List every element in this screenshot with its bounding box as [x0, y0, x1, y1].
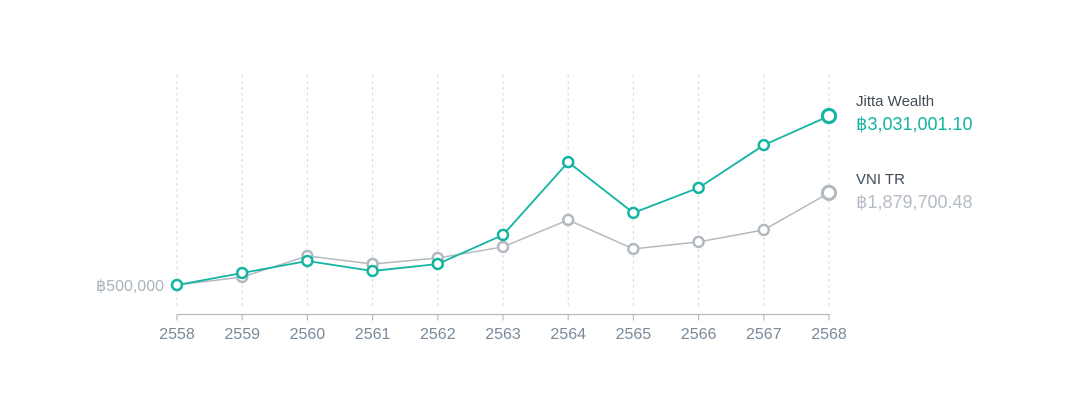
x-axis-tick-label: 2567 [746, 326, 782, 343]
data-point-jitta-wealth-2563[interactable] [496, 228, 510, 242]
legend-series-name: Jitta Wealth [856, 93, 935, 110]
x-axis-tick-label: 2560 [290, 326, 326, 343]
x-axis-tick-label: 2558 [159, 326, 195, 343]
data-point-jitta-wealth-2562[interactable] [431, 257, 445, 271]
data-point-jitta-wealth-2564[interactable] [561, 155, 575, 169]
data-point-jitta-wealth-2561[interactable] [366, 264, 379, 278]
data-point-vni-tr-2566[interactable] [692, 235, 705, 249]
data-point-jitta-wealth-2565[interactable] [627, 206, 640, 220]
data-point-jitta-wealth-2558[interactable] [170, 278, 184, 292]
data-point-jitta-wealth-2566[interactable] [692, 181, 705, 195]
data-point-vni-tr-2567[interactable] [757, 223, 771, 237]
data-point-vni-tr-2563[interactable] [496, 240, 510, 254]
data-point-vni-tr-2565[interactable] [627, 242, 640, 256]
x-axis-tick-label: 2559 [224, 326, 260, 343]
data-point-vni-tr-2568[interactable] [820, 184, 838, 201]
data-point-jitta-wealth-2568[interactable] [820, 107, 838, 125]
data-point-jitta-wealth-2567[interactable] [757, 138, 771, 152]
data-point-jitta-wealth-2560[interactable] [301, 254, 314, 268]
x-axis-tick-label: 2565 [616, 326, 652, 343]
x-axis-tick-label: 2561 [355, 326, 391, 343]
x-axis-tick-label: 2562 [420, 326, 456, 343]
legend-entry-vni-tr: VNI TR ฿1,879,700.48 [856, 171, 973, 213]
legend-series-value: ฿3,031,001.10 [856, 113, 973, 134]
x-axis-tick-label: 2564 [550, 326, 586, 343]
x-axis-tick-label: 2563 [485, 326, 521, 343]
x-axis-tick-label: 2568 [811, 326, 847, 343]
legend-series-value: ฿1,879,700.48 [856, 191, 973, 212]
legend-series-name: VNI TR [856, 171, 905, 188]
y-axis-baseline-label: ฿500,000 [95, 278, 164, 295]
x-axis-tick-label: 2566 [681, 326, 717, 343]
data-point-jitta-wealth-2559[interactable] [235, 266, 249, 280]
data-point-vni-tr-2564[interactable] [561, 213, 575, 227]
legend-entry-jitta-wealth: Jitta Wealth ฿3,031,001.10 [856, 93, 973, 135]
